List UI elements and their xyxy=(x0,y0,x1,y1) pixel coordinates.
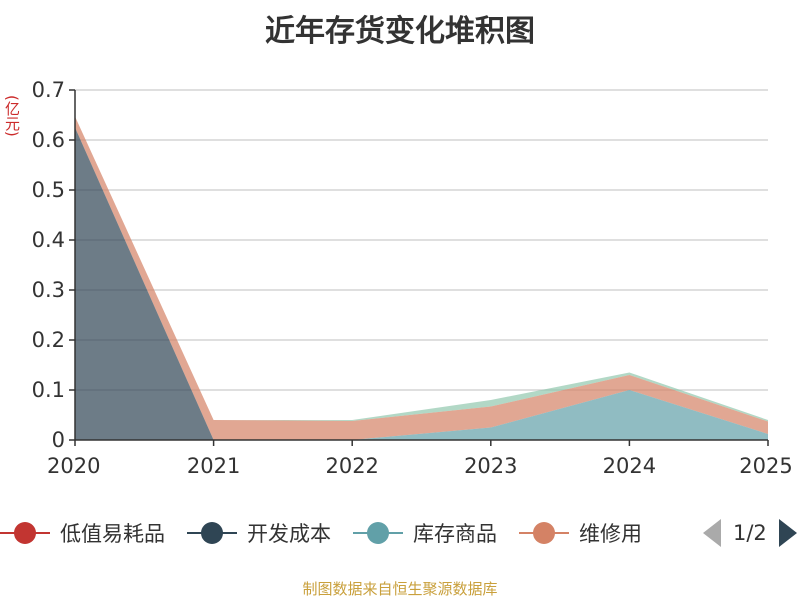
legend-page-indicator: 1/2 xyxy=(733,521,767,545)
legend-marker xyxy=(519,518,569,548)
y-tick-label: 0.1 xyxy=(32,378,65,402)
y-tick-label: 0 xyxy=(52,428,65,452)
x-tick-label: 2022 xyxy=(325,454,378,478)
data-source-note: 制图数据来自恒生聚源数据库 xyxy=(302,580,498,598)
legend-next-icon[interactable] xyxy=(778,519,797,547)
legend: 低值易耗品 开发成本 库存商品 维修用 1/2 xyxy=(0,513,800,553)
legend-label: 低值易耗品 xyxy=(60,522,165,546)
y-tick-label: 0.2 xyxy=(32,328,65,352)
x-tick-label: 2020 xyxy=(47,454,100,478)
legend-item[interactable]: 维修用 xyxy=(519,513,642,553)
x-tick-label: 2023 xyxy=(464,454,517,478)
y-tick-label: 0.3 xyxy=(32,278,65,302)
legend-pager: 1/2 xyxy=(700,513,800,553)
legend-label: 维修用 xyxy=(579,522,642,546)
y-tick-label: 0.5 xyxy=(32,178,65,202)
x-tick-label: 2025 xyxy=(739,454,792,478)
y-tick-label: 0.4 xyxy=(32,228,65,252)
x-tick-labels: 2020 2021 2022 2023 2024 2025 xyxy=(47,454,793,478)
area-d48265 xyxy=(75,116,768,440)
legend-label: 开发成本 xyxy=(247,522,331,546)
x-tick-label: 2024 xyxy=(603,454,656,478)
legend-marker xyxy=(187,518,237,548)
legend-marker xyxy=(0,518,50,548)
legend-item[interactable]: 开发成本 xyxy=(187,513,331,553)
x-tick-label: 2021 xyxy=(187,454,240,478)
y-tick-label: 0.6 xyxy=(32,128,65,152)
y-axis-unit: (亿元) xyxy=(3,95,21,137)
stacked-areas xyxy=(75,116,768,440)
legend-prev-icon[interactable] xyxy=(703,519,721,547)
legend-item[interactable]: 库存商品 xyxy=(353,513,497,553)
chart-title: 近年存货变化堆积图 xyxy=(265,14,535,49)
y-tick-labels: 0 0.1 0.2 0.3 0.4 0.5 0.6 0.7 xyxy=(32,78,65,452)
y-tick-label: 0.7 xyxy=(32,78,65,102)
legend-items: 低值易耗品 开发成本 库存商品 维修用 xyxy=(0,513,685,553)
area-2f4554 xyxy=(75,127,768,440)
axes xyxy=(69,89,769,446)
legend-marker xyxy=(353,518,403,548)
legend-item[interactable]: 低值易耗品 xyxy=(0,513,165,553)
legend-label: 库存商品 xyxy=(413,522,497,546)
